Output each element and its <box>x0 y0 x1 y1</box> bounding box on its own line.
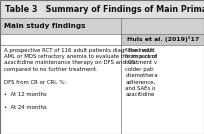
Bar <box>0 0 204 18</box>
Text: Table 3   Summary of Findings of Main Primary Clinical Stuc: Table 3 Summary of Findings of Main Prim… <box>5 5 204 14</box>
Text: Main study findings: Main study findings <box>4 23 86 29</box>
Bar <box>121 34 204 45</box>
Text: “The result
from a rand
treatment v
colder pati
chemothera
adherence,
and SAEs o: “The result from a rand treatment v cold… <box>125 48 158 97</box>
Bar <box>0 45 121 134</box>
Bar <box>0 18 121 34</box>
Bar <box>0 34 121 45</box>
Bar <box>121 45 204 134</box>
Bar <box>121 18 204 34</box>
Text: A prospective RCT of 116 adult patients diagnosed with
AML or MDS refractory ane: A prospective RCT of 116 adult patients … <box>4 48 157 110</box>
Text: Huls et al. (2019)¹17: Huls et al. (2019)¹17 <box>126 36 199 42</box>
